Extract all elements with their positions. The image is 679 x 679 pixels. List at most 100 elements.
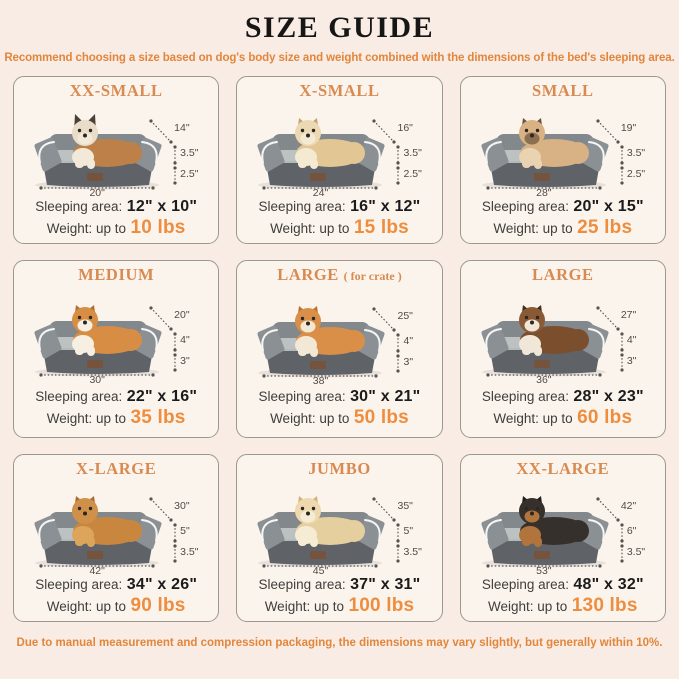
size-card-info: Sleeping area: 28" x 23" Weight: up to 6… (482, 387, 644, 430)
sleeping-area-label: Sleeping area: (481, 577, 569, 592)
weight-value: 100 lbs (348, 595, 415, 616)
sleeping-area-value: 12" x 10" (126, 198, 198, 215)
bed-length-dim-label: 35" (397, 500, 413, 512)
weight-line: Weight: up to 100 lbs (259, 594, 421, 618)
sleeping-area-line: Sleeping area: 30" x 21" (259, 387, 421, 406)
weight-label: Weight: up to (493, 411, 573, 426)
sleeping-area-value: 16" x 12" (350, 198, 421, 215)
sleeping-area-label: Sleeping area: (481, 199, 569, 214)
pet-bed-graphic (34, 114, 177, 190)
size-guide-subtitle: Recommend choosing a size based on dog's… (4, 52, 675, 64)
sleeping-area-line: Sleeping area: 37" x 31" (259, 575, 421, 594)
bolster-height-dim-label: 4" (180, 334, 190, 346)
base-height-dim-label: 3" (626, 355, 637, 367)
dog-on-bed-illustration: 25" 4" 3" 38" (246, 289, 432, 386)
base-height-dim-label: 3.5" (626, 546, 646, 558)
sleeping-area-value: 28" x 23" (573, 388, 644, 405)
base-height-dim-label: 2.5" (403, 168, 422, 180)
pet-bed-graphic (481, 118, 624, 190)
dog-on-bed-illustration: 19" 3.5" 2.5" 28" (470, 101, 656, 199)
size-card: MEDIUM 20" 4" 3 (13, 260, 220, 438)
sleeping-area-line: Sleeping area: 16" x 12" (259, 197, 421, 216)
dog-on-bed-illustration: 35" 5" 3.5" 45" (246, 479, 432, 577)
dog-icon (518, 496, 589, 547)
dog-on-bed-illustration: 42" 6" 3.5" 53" (470, 479, 656, 577)
size-name: XX-SMALL (69, 81, 163, 100)
sleeping-area-label: Sleeping area: (35, 389, 123, 404)
size-name: LARGE (277, 265, 339, 284)
sleeping-area-label: Sleeping area: (258, 577, 346, 592)
size-card-title: X-SMALL (299, 81, 379, 101)
weight-line: Weight: up to 15 lbs (259, 216, 421, 240)
sleeping-area-value: 22" x 16" (126, 388, 198, 405)
size-card: SMALL 19" 3.5" (459, 76, 666, 244)
sleeping-area-label: Sleeping area: (258, 389, 346, 404)
size-card-info: Sleeping area: 22" x 16" Weight: up to 3… (35, 387, 197, 430)
bolster-height-dim-label: 3.5" (403, 147, 422, 159)
size-card-info: Sleeping area: 48" x 32" Weight: up to 1… (482, 575, 644, 618)
dog-on-bed-illustration: 20" 4" 3" 30" (23, 288, 209, 386)
size-card-info: Sleeping area: 16" x 12" Weight: up to 1… (259, 197, 421, 240)
size-name: XX-LARGE (516, 459, 610, 478)
sleeping-area-line: Sleeping area: 28" x 23" (482, 387, 644, 406)
weight-label: Weight: up to (46, 411, 127, 426)
weight-label: Weight: up to (488, 599, 568, 614)
pet-bed-graphic (34, 496, 177, 568)
size-name: SMALL (531, 81, 594, 100)
bed-length-dim-label: 19" (620, 122, 637, 134)
size-card: JUMBO 35" 5" 3. (236, 454, 443, 622)
weight-label: Weight: up to (46, 599, 127, 614)
pet-bed-graphic (257, 305, 401, 378)
size-name: MEDIUM (78, 265, 155, 284)
bed-width-dim-label: 53" (536, 565, 552, 577)
base-height-dim-label: 3" (180, 355, 190, 367)
size-name: LARGE (531, 265, 594, 284)
bed-length-dim-label: 20" (174, 309, 190, 321)
sleeping-area-value: 48" x 32" (573, 576, 644, 593)
bolster-height-dim-label: 5" (403, 525, 414, 537)
dog-on-bed-illustration: 27" 4" 3" 36" (470, 288, 656, 386)
sleeping-area-value: 30" x 21" (350, 388, 421, 405)
size-card-info: Sleeping area: 12" x 10" Weight: up to 1… (35, 197, 197, 240)
sleeping-area-value: 37" x 31" (350, 576, 421, 593)
bed-length-dim-label: 25" (397, 309, 413, 322)
size-name: X-LARGE (76, 459, 157, 478)
size-name: X-SMALL (299, 81, 380, 100)
sleeping-area-line: Sleeping area: 20" x 15" (482, 197, 644, 216)
sleeping-area-label: Sleeping area: (35, 577, 123, 592)
bed-width-dim-label: 45" (312, 565, 329, 577)
size-card: X-SMALL 16" 3.5" (236, 76, 443, 244)
bed-length-dim-label: 42" (620, 500, 637, 512)
page-title: SIZE GUIDE (244, 11, 435, 44)
sleeping-area-value: 34" x 26" (126, 576, 198, 593)
weight-value: 60 lbs (577, 407, 633, 428)
bolster-height-dim-label: 3.5" (180, 147, 199, 159)
size-grid: XX-SMALL 14" 3.5" (13, 76, 666, 622)
dog-icon (295, 496, 366, 547)
dog-icon (72, 496, 143, 547)
base-height-dim-label: 2.5" (626, 168, 646, 180)
size-card-title: LARGE ( for crate ) (277, 265, 402, 286)
base-height-dim-label: 3.5" (180, 546, 199, 558)
sleeping-area-line: Sleeping area: 48" x 32" (482, 575, 644, 594)
size-card-title: XX-SMALL (70, 81, 163, 101)
pet-bed-graphic (481, 496, 624, 568)
sleeping-area-line: Sleeping area: 12" x 10" (35, 197, 197, 216)
size-card-title: XX-LARGE (516, 459, 609, 479)
cat-icon (72, 114, 143, 169)
size-card-info: Sleeping area: 34" x 26" Weight: up to 9… (35, 575, 197, 618)
bed-width-dim-label: 30" (89, 374, 105, 386)
base-height-dim-label: 3.5" (403, 546, 422, 558)
weight-value: 90 lbs (130, 595, 186, 616)
bolster-height-dim-label: 4" (403, 334, 414, 347)
base-height-dim-label: 3" (403, 355, 414, 368)
weight-value: 35 lbs (130, 407, 186, 428)
dog-icon (518, 118, 589, 169)
weight-value: 10 lbs (130, 217, 186, 238)
size-card-info: Sleeping area: 37" x 31" Weight: up to 1… (259, 575, 421, 618)
weight-label: Weight: up to (264, 599, 344, 614)
dog-icon (72, 305, 143, 356)
base-height-dim-label: 2.5" (180, 168, 199, 180)
size-name: JUMBO (308, 459, 371, 478)
sleeping-area-label: Sleeping area: (481, 389, 569, 404)
